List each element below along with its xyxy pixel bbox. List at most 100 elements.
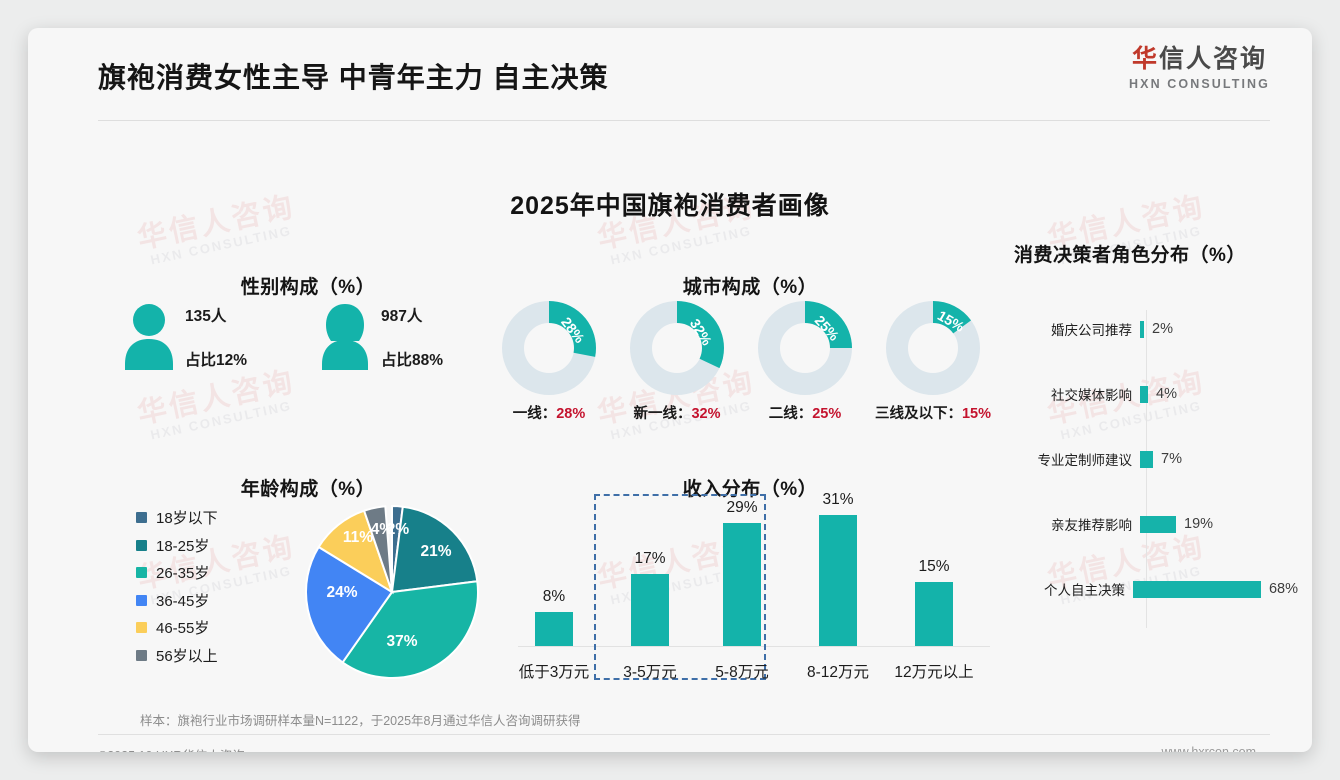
role-label: 亲友推荐影响 (1051, 518, 1132, 533)
role-label: 社交媒体影响 (1051, 388, 1132, 403)
income-value-label: 31% (822, 491, 854, 508)
pie-label-under18: 2% (387, 521, 410, 538)
donut-newtier1-name: 新一线： (633, 406, 692, 422)
donut-tier1-caption: 一线：28% (490, 402, 608, 423)
decision-role-chart: 婚庆公司推荐 2% 社交媒体影响 4% 专业定制师建议 7% 亲友推荐影响 19… (1028, 300, 1298, 640)
legend-label: 26-35岁 (156, 565, 210, 583)
roles-section-title: 消费决策者角色分布（%） (1014, 245, 1246, 266)
age-pie: 21% 37% 24% 11% 4% 2% (305, 504, 479, 679)
legend-item: 56岁以上 (136, 642, 218, 670)
role-bar (1140, 320, 1144, 338)
city-composition-chart: 28% 一线：28% 32% 新一线：32% (490, 300, 1010, 422)
role-row: 个人自主决策 68% (1028, 578, 1298, 600)
content-area: 性别构成（%） 135人 占比12% 987人 占比8 (28, 28, 1312, 752)
legend-swatch (136, 539, 147, 551)
role-value: 4% (1156, 386, 1177, 402)
pie-slice-36-45 (305, 545, 394, 664)
donut-cell-newtier1: 32% 新一线：32% (618, 300, 736, 423)
sample-note: 样本：旗袍行业市场调研样本量N=1122，于2025年8月通过华信人咨询调研获得 (140, 714, 581, 728)
gender-composition-chart: 135人 占比12% 987人 占比88% (123, 300, 483, 378)
donut-tier3-caption: 三线及以下：15% (874, 402, 992, 423)
role-label: 专业定制师建议 (1037, 453, 1133, 468)
income-category-label: 3-5万元 (623, 664, 677, 681)
income-value-label: 8% (542, 588, 566, 605)
pie-label-36-45: 24% (326, 584, 357, 601)
female-silhouette-icon (322, 304, 368, 370)
footer-divider (98, 734, 1270, 735)
donut-tier2: 25% (757, 300, 853, 396)
main-title: 2025年中国旗袍消费者画像 (510, 192, 830, 220)
role-value: 7% (1161, 451, 1182, 467)
role-label: 个人自主决策 (1043, 583, 1125, 598)
header-divider (98, 120, 1270, 121)
donut-tier2-caption: 二线：25% (746, 402, 864, 423)
donut-tier1-name: 一线： (512, 406, 557, 422)
donut-cell-tier1: 28% 一线：28% (490, 300, 608, 423)
donut-tier3: 15% (885, 300, 981, 396)
header: 旗袍消费女性主导 中青年主力 自主决策 华信人咨询 HXN CONSULTING (28, 28, 1312, 120)
age-composition-chart: 18岁以下 18-25岁 26-35岁 36-45岁 46-55岁 (136, 504, 479, 679)
donut-tier1-pct: 28% (556, 406, 586, 422)
legend-swatch (136, 567, 147, 579)
logo-rest-text: 信人咨询 (1159, 45, 1268, 73)
city-section-title: 城市构成（%） (682, 277, 818, 298)
age-legend: 18岁以下 18-25岁 26-35岁 36-45岁 46-55岁 (136, 504, 218, 669)
legend-label: 56岁以上 (156, 647, 218, 665)
legend-swatch (136, 512, 147, 524)
legend-label: 46-55岁 (156, 620, 210, 638)
pie-label-46-55: 11% (343, 529, 373, 546)
legend-item: 26-35岁 (136, 559, 218, 587)
legend-item: 46-55岁 (136, 614, 218, 642)
income-bar (631, 574, 669, 646)
legend-swatch (136, 594, 147, 606)
website-text[interactable]: www.hxrcon.com (1161, 745, 1256, 752)
role-row: 婚庆公司推荐 2% (1028, 318, 1298, 340)
donut-cell-tier2: 25% 二线：25% (746, 300, 864, 423)
role-label: 婚庆公司推荐 (1051, 323, 1132, 338)
role-row: 社交媒体影响 4% (1028, 383, 1298, 405)
role-value: 2% (1152, 321, 1173, 337)
pie-label-26-35: 37% (386, 633, 417, 650)
donut-newtier1-caption: 新一线：32% (618, 402, 736, 423)
role-row: 专业定制师建议 7% (1028, 448, 1298, 470)
income-bar-group: 17% (602, 550, 698, 646)
legend-label: 18-25岁 (156, 537, 210, 555)
donut-tier1: 28% (501, 300, 597, 396)
gender-female-share: 占比88% (381, 352, 444, 369)
donut-tier2-name: 二线： (768, 406, 813, 422)
income-bar (819, 515, 857, 646)
income-category-label: 8-12万元 (806, 664, 870, 681)
gender-male-texts: 135人 占比12% (185, 304, 247, 370)
legend-label: 18岁以下 (156, 510, 218, 528)
income-baseline (518, 646, 990, 647)
income-category-label: 低于3万元 (518, 664, 590, 681)
income-category-label: 12万元以上 (894, 664, 974, 681)
income-bar (723, 523, 761, 646)
brand-logo: 华信人咨询 HXN CONSULTING (1129, 45, 1270, 90)
income-value-label: 15% (918, 558, 950, 575)
donut-newtier1-pct: 32% (691, 406, 721, 422)
logo-cn-text: 华信人咨询 (1129, 45, 1270, 74)
legend-swatch (136, 649, 147, 661)
legend-label: 36-45岁 (156, 592, 210, 610)
income-value-label: 17% (634, 550, 666, 567)
income-distribution-chart: 8% 低于3万元 17% 3-5万元 29% 5-8万元 31% 8-12万元 … (498, 491, 998, 688)
donut-cell-tier3: 15% 三线及以下：15% (874, 300, 992, 423)
pie-slice-26-35 (341, 580, 479, 679)
legend-item: 18-25岁 (136, 532, 218, 560)
logo-accent-char: 华 (1131, 45, 1159, 73)
role-bar (1140, 385, 1148, 403)
income-bar (535, 612, 573, 646)
gender-female-count: 987人 (381, 308, 423, 325)
role-value: 68% (1268, 581, 1298, 597)
legend-swatch (136, 622, 147, 634)
gender-item-female: 987人 占比88% (319, 300, 489, 378)
gender-item-male: 135人 占比12% (123, 300, 293, 378)
income-category-label: 5-8万元 (715, 664, 769, 681)
donut-tier2-pct: 25% (812, 406, 842, 422)
legend-item: 36-45岁 (136, 587, 218, 615)
gender-section-title: 性别构成（%） (240, 277, 376, 298)
income-bar-group: 29% (694, 499, 790, 646)
legend-item: 18岁以下 (136, 504, 218, 532)
pie-slice-over56 (362, 505, 393, 593)
